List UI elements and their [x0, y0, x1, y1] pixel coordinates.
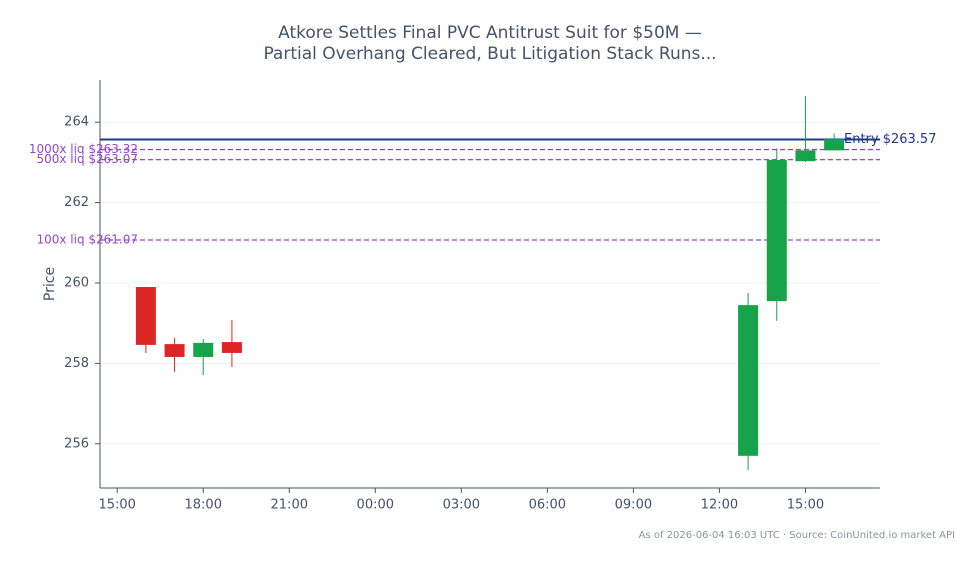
x-tick-label: 03:00 — [443, 498, 480, 513]
reference-label: 500x liq $263.07 — [36, 152, 138, 166]
y-tick-label: 258 — [64, 356, 89, 371]
reference-label: Entry $263.57 — [844, 132, 936, 147]
y-tick-label: 264 — [64, 115, 89, 130]
candle-body — [164, 344, 185, 357]
x-tick-label: 15:00 — [787, 498, 824, 513]
x-tick-label: 15:00 — [98, 498, 135, 513]
x-tick-label: 09:00 — [615, 498, 652, 513]
x-tick-label: 06:00 — [529, 498, 566, 513]
candle-body — [135, 287, 156, 345]
candle-body — [766, 159, 787, 302]
candle-body — [738, 305, 759, 456]
x-tick-label: 00:00 — [357, 498, 394, 513]
x-tick-label: 18:00 — [185, 498, 222, 513]
candle-body — [795, 150, 816, 162]
reference-label: 1000x liq $263.32 — [29, 142, 138, 156]
candle-body — [221, 342, 242, 353]
y-tick-label: 256 — [64, 436, 89, 451]
x-tick-label: 21:00 — [271, 498, 308, 513]
footer: As of 2026-06-04 16:03 UTC · Source: Coi… — [639, 530, 955, 541]
reference-label: 100x liq $261.07 — [36, 232, 138, 246]
chart-title: Partial Overhang Cleared, But Litigation… — [263, 44, 716, 64]
y-tick-label: 260 — [64, 275, 89, 290]
chart-title: Atkore Settles Final PVC Antitrust Suit … — [278, 23, 702, 43]
candle-body — [824, 139, 845, 151]
y-tick-label: 262 — [64, 195, 89, 210]
y-axis-label: Price — [42, 267, 58, 301]
candle-body — [193, 342, 214, 357]
x-tick-label: 12:00 — [701, 498, 738, 513]
